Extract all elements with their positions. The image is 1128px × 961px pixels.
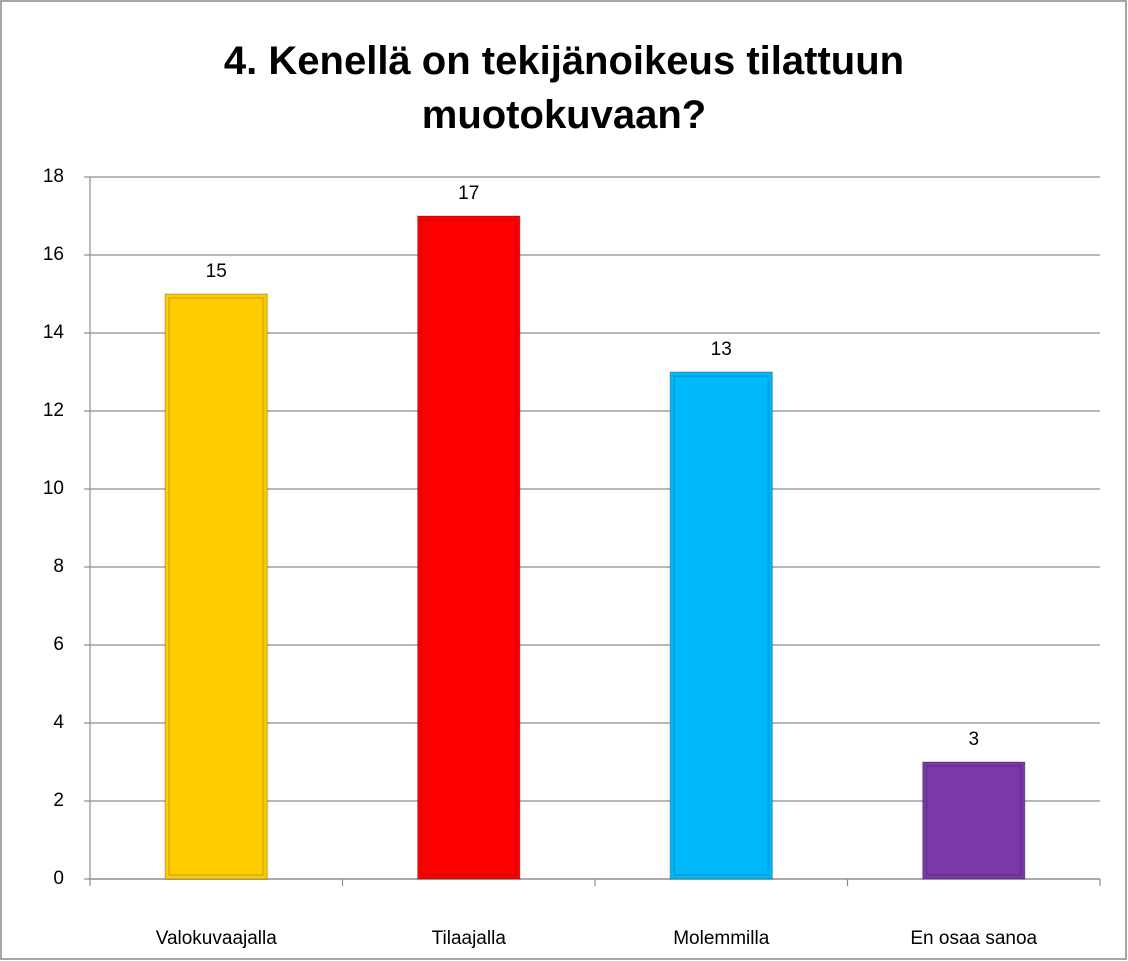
bar-bevel bbox=[673, 375, 770, 876]
y-tick-label: 0 bbox=[53, 868, 64, 889]
y-tick-label: 6 bbox=[53, 634, 64, 655]
x-tick-label: Valokuvaajalla bbox=[156, 928, 278, 949]
bar bbox=[164, 293, 269, 880]
bar bbox=[669, 371, 774, 880]
x-tick-label: En osaa sanoa bbox=[910, 928, 1037, 949]
y-tick-label: 8 bbox=[53, 556, 64, 577]
x-tick-label: Molemmilla bbox=[673, 928, 770, 949]
bar-bevel bbox=[420, 219, 517, 876]
bar-bevel bbox=[925, 765, 1022, 876]
y-tick-label: 2 bbox=[53, 790, 64, 811]
bar bbox=[921, 761, 1026, 880]
bar bbox=[416, 215, 521, 880]
y-tick-label: 4 bbox=[53, 712, 64, 733]
y-tick-label: 18 bbox=[43, 166, 64, 187]
chart-title: 4. Kenellä on tekijänoikeus tilattuun mu… bbox=[223, 39, 905, 137]
data-label: 17 bbox=[458, 183, 479, 204]
y-tick-label: 10 bbox=[43, 478, 64, 499]
y-tick-label: 16 bbox=[43, 244, 64, 265]
data-label: 3 bbox=[968, 729, 979, 750]
bar-bevel bbox=[168, 297, 265, 876]
data-label: 15 bbox=[206, 261, 227, 282]
x-tick-label: Tilaajalla bbox=[432, 928, 507, 949]
y-tick-label: 12 bbox=[43, 400, 64, 421]
data-label: 13 bbox=[711, 339, 732, 360]
y-tick-label: 14 bbox=[43, 322, 65, 343]
